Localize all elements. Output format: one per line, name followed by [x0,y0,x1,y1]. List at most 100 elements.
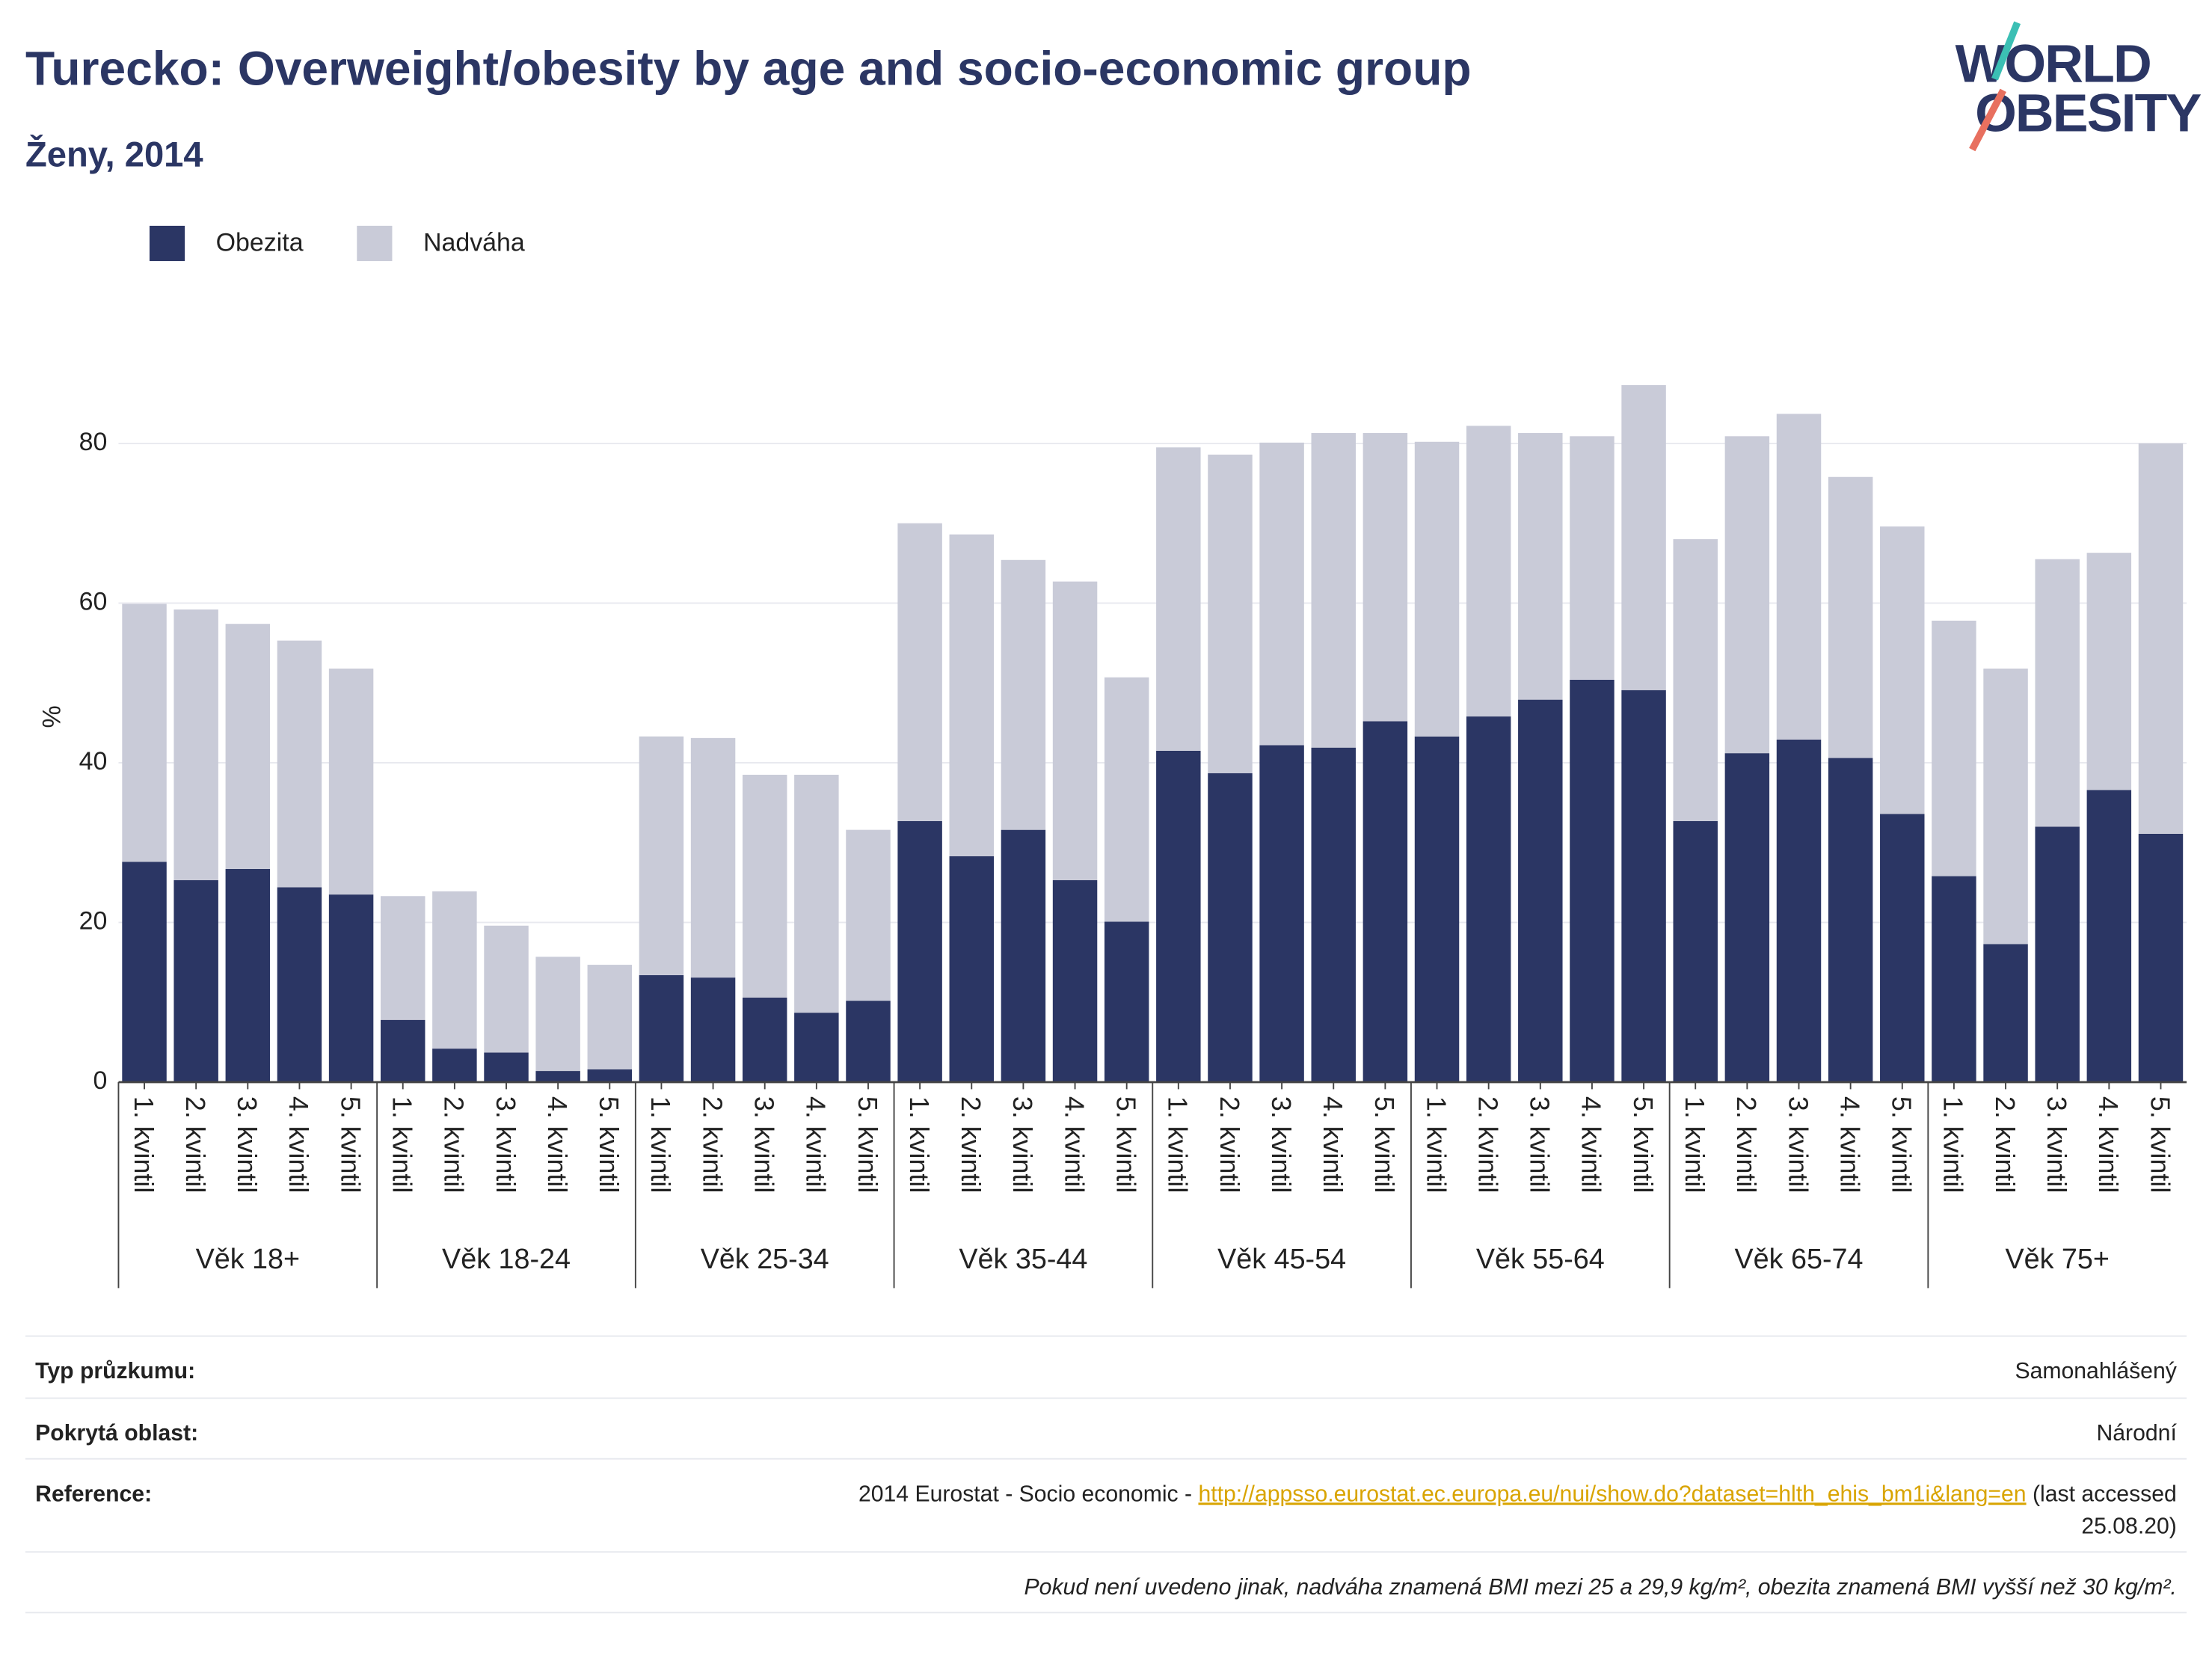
x-tick-label: 5. kvintil [852,1096,882,1193]
y-tick-label: 40 [79,747,108,776]
bar-segment [1776,414,1822,740]
bar-segment [1466,716,1511,1083]
bar-segment [1208,773,1253,1083]
bar-segment [432,1048,477,1083]
reference-line: 2014 Eurostat - Socio economic - http://… [858,1481,2177,1506]
group-label: Věk 55-64 [1476,1243,1605,1274]
x-tick-label: 4. kvintil [1834,1096,1864,1193]
legend-swatch [149,225,185,262]
bar-segment [1156,750,1201,1083]
bar-segment [2035,826,2080,1083]
bar-segment [742,997,787,1083]
x-tick-label: 1. kvintil [1421,1096,1451,1193]
x-tick-label: 2. kvintil [439,1096,469,1193]
bar-segment [277,887,322,1083]
logo-text: OBESITY [1975,84,2201,144]
x-tick-label: 1. kvintil [1163,1096,1193,1193]
x-tick-label: 5. kvintil [1628,1096,1658,1193]
bar-segment [1001,559,1046,830]
bar-segment [484,1052,529,1083]
bar-segment [639,974,684,1083]
group-label: Věk 18-24 [442,1243,571,1274]
x-tick-label: 1. kvintil [387,1096,417,1193]
y-axis-label: % [38,705,67,728]
bar-segment [122,604,167,862]
bar-segment [794,1013,839,1083]
bar-segment [1828,476,1873,758]
bar-segment [587,965,633,1069]
bar-segment [742,774,787,998]
footer-label: Typ průzkumu: [35,1359,195,1384]
bar-segment [690,977,736,1083]
group-label: Věk 18+ [196,1243,300,1274]
bar-segment [1983,944,2028,1083]
logo-slash [1991,21,2021,81]
bar-segment [173,879,218,1083]
bar-segment [949,856,994,1083]
x-tick-label: 4. kvintil [1576,1096,1606,1193]
group-label: Věk 25-34 [701,1243,829,1274]
footer: Typ průzkumu: Samonahlášený Pokrytá obla… [25,1335,2187,1614]
footer-value: Národní [2096,1421,2177,1446]
reference-text: 25.08.20) [2081,1514,2176,1539]
bar-segment [1208,454,1253,773]
x-tick-label: 5. kvintil [594,1096,624,1193]
bar-segment [1259,442,1304,746]
group-label: Věk 45-54 [1217,1243,1346,1274]
bar-segment [1570,679,1615,1083]
bar-segment [1724,753,1770,1083]
x-tick-label: 5. kvintil [335,1096,365,1193]
bar-segment [535,1071,580,1083]
x-tick-label: 2. kvintil [1731,1096,1761,1193]
x-tick-label: 1. kvintil [904,1096,934,1193]
group-label: Věk 65-74 [1735,1243,1864,1274]
bar-segment [1362,433,1408,722]
x-tick-label: 1. kvintil [1938,1096,1968,1193]
x-tick-label: 2. kvintil [1990,1096,2020,1193]
x-tick-label: 2. kvintil [1214,1096,1244,1193]
bar-segment [1828,758,1873,1083]
reference-link[interactable]: http://appsso.eurostat.ec.europa.eu/nui/… [1198,1481,2026,1506]
bar-segment [2138,443,2184,834]
group-label: Věk 75+ [2005,1243,2109,1274]
bar-segment [846,1001,891,1083]
bar-segment [1311,747,1356,1083]
bar-segment [846,829,891,1001]
y-tick-label: 80 [79,428,108,456]
bar-segment [2086,553,2132,790]
x-tick-label: 3. kvintil [749,1096,779,1193]
x-tick-label: 1. kvintil [645,1096,675,1193]
reference-text: (last accessed [2033,1481,2177,1506]
x-tick-label: 3. kvintil [2042,1096,2071,1193]
bar-segment [1001,829,1046,1083]
bar-segment [690,737,736,978]
chart-subtitle: Ženy, 2014 [25,134,203,174]
legend-swatch [357,225,393,262]
x-tick-label: 5. kvintil [1887,1096,1917,1193]
bar-segment [639,736,684,975]
x-tick-label: 1. kvintil [129,1096,159,1193]
footer-value: Samonahlášený [2015,1359,2177,1384]
footer-label: Reference: [35,1481,152,1506]
bar-segment [1466,426,1511,717]
bar-segment [587,1069,633,1083]
chart-title: Turecko: Overweight/obesity by age and s… [25,41,1472,95]
x-tick-label: 4. kvintil [1318,1096,1348,1193]
bar-segment [897,820,942,1083]
bar-segment [225,868,271,1083]
y-tick-label: 0 [93,1066,107,1095]
x-tick-label: 3. kvintil [1783,1096,1813,1193]
bar-segment [2138,833,2184,1083]
bar-segment [1724,436,1770,754]
bar-segment [1259,745,1304,1083]
bar-segment [897,523,942,821]
bar-segment [381,1019,425,1083]
x-tick-label: 4. kvintil [542,1096,572,1193]
bar-segment [1362,721,1408,1083]
bar-segment [1621,384,1666,690]
bar-segment [1104,677,1149,922]
legend-label: Obezita [216,228,304,257]
reference-text: 2014 Eurostat - Socio economic - [858,1481,1192,1506]
bar-segment [2035,559,2080,827]
